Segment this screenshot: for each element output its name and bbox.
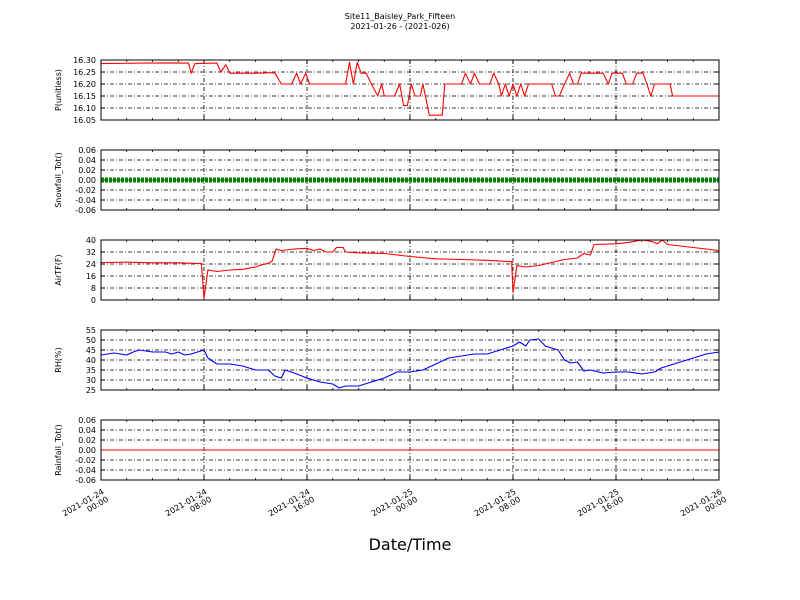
- y-tick-label: 40: [86, 236, 96, 245]
- x-tick-label: 2021-01-2416:00: [267, 487, 316, 526]
- panel-1: 16.05 16.10 16.15 16.20 16.25 16.30 P(unitless…: [54, 56, 720, 125]
- y-tick-label: -0.06: [75, 476, 96, 485]
- x-tick-label: 2021-01-2600:00: [679, 487, 728, 526]
- y-tick-label: 0.02: [78, 166, 96, 175]
- y-axis-label: P(unitless): [54, 69, 63, 111]
- panel-2: -0.06-0.04-0.020.000.020.040.06 Snowfall_…: [54, 146, 720, 215]
- y-tick-label: 35: [86, 366, 96, 375]
- panels-group: 16.05 16.10 16.15 16.20 16.25 16.30 P(unitless…: [54, 56, 720, 485]
- chart-subtitle: 2021-01-26 - (2021-026): [350, 22, 449, 31]
- y-tick-label: 0: [91, 296, 96, 305]
- y-tick-label: 55: [86, 326, 96, 335]
- panel-5: -0.06-0.04-0.020.000.020.040.06 Rainfall_…: [54, 416, 720, 485]
- chart-title: Site11_Baisley_Park_Fifteen: [345, 12, 455, 21]
- y-tick-label: 16.20: [73, 80, 96, 89]
- y-tick-label: 16.10: [73, 104, 96, 113]
- y-axis-label: Rainfall_Tot(): [54, 424, 63, 476]
- y-axis-label: Snowfall_Tot(): [54, 152, 63, 208]
- panel-3: 0 8 16 24 32 40 AirTF(F): [54, 236, 720, 305]
- series-line-panel-4-1: [100, 338, 720, 389]
- x-tick-labels: 2021-01-2400:00 2021-01-2408:00 2021-01-24…: [61, 487, 728, 526]
- x-tick-label: 2021-01-2516:00: [576, 487, 625, 526]
- x-tick-label: 2021-01-2500:00: [370, 487, 419, 526]
- x-axis-label: Date/Time: [369, 535, 452, 554]
- y-tick-label: 30: [86, 376, 96, 385]
- y-tick-label: 16.25: [73, 68, 96, 77]
- y-tick-label: -0.04: [75, 466, 96, 475]
- panel-frame: [100, 329, 720, 391]
- y-tick-label: 8: [91, 284, 96, 293]
- panel-frame: [100, 419, 720, 481]
- y-tick-label: -0.02: [75, 456, 96, 465]
- panel-frame: [100, 239, 720, 301]
- y-tick-label: -0.06: [75, 206, 96, 215]
- panel-frame: [100, 149, 720, 211]
- y-tick-label: 16: [86, 272, 96, 281]
- y-tick-label: 16.30: [73, 56, 96, 65]
- y-tick-label: 24: [86, 260, 96, 269]
- y-tick-label: 16.05: [73, 116, 96, 125]
- y-tick-label: 16.15: [73, 92, 96, 101]
- panel-frame: [100, 59, 720, 121]
- y-tick-label: 0.00: [78, 176, 96, 185]
- x-tick-label: 2021-01-2508:00: [473, 487, 522, 526]
- x-tick-label: 2021-01-2408:00: [164, 487, 213, 526]
- y-axis-label: RH(%): [54, 347, 63, 372]
- y-tick-label: 0.02: [78, 436, 96, 445]
- y-tick-label: 45: [86, 346, 96, 355]
- y-axis-label: AirTF(F): [54, 254, 63, 285]
- y-tick-label: 0.06: [78, 416, 96, 425]
- y-tick-label: 0.04: [78, 426, 96, 435]
- y-tick-label: 0.04: [78, 156, 96, 165]
- y-tick-label: 40: [86, 356, 96, 365]
- series-line-panel-1-1: [100, 61, 719, 116]
- y-tick-label: 0.00: [78, 446, 96, 455]
- y-tick-label: 32: [86, 248, 96, 257]
- x-tick-label: 2021-01-2400:00: [61, 487, 110, 526]
- y-tick-label: -0.02: [75, 186, 96, 195]
- y-tick-label: 0.06: [78, 146, 96, 155]
- series-line-panel-3-1: [100, 239, 720, 300]
- y-tick-label: -0.04: [75, 196, 96, 205]
- y-tick-label: 25: [86, 386, 96, 395]
- y-tick-label: 50: [86, 336, 96, 345]
